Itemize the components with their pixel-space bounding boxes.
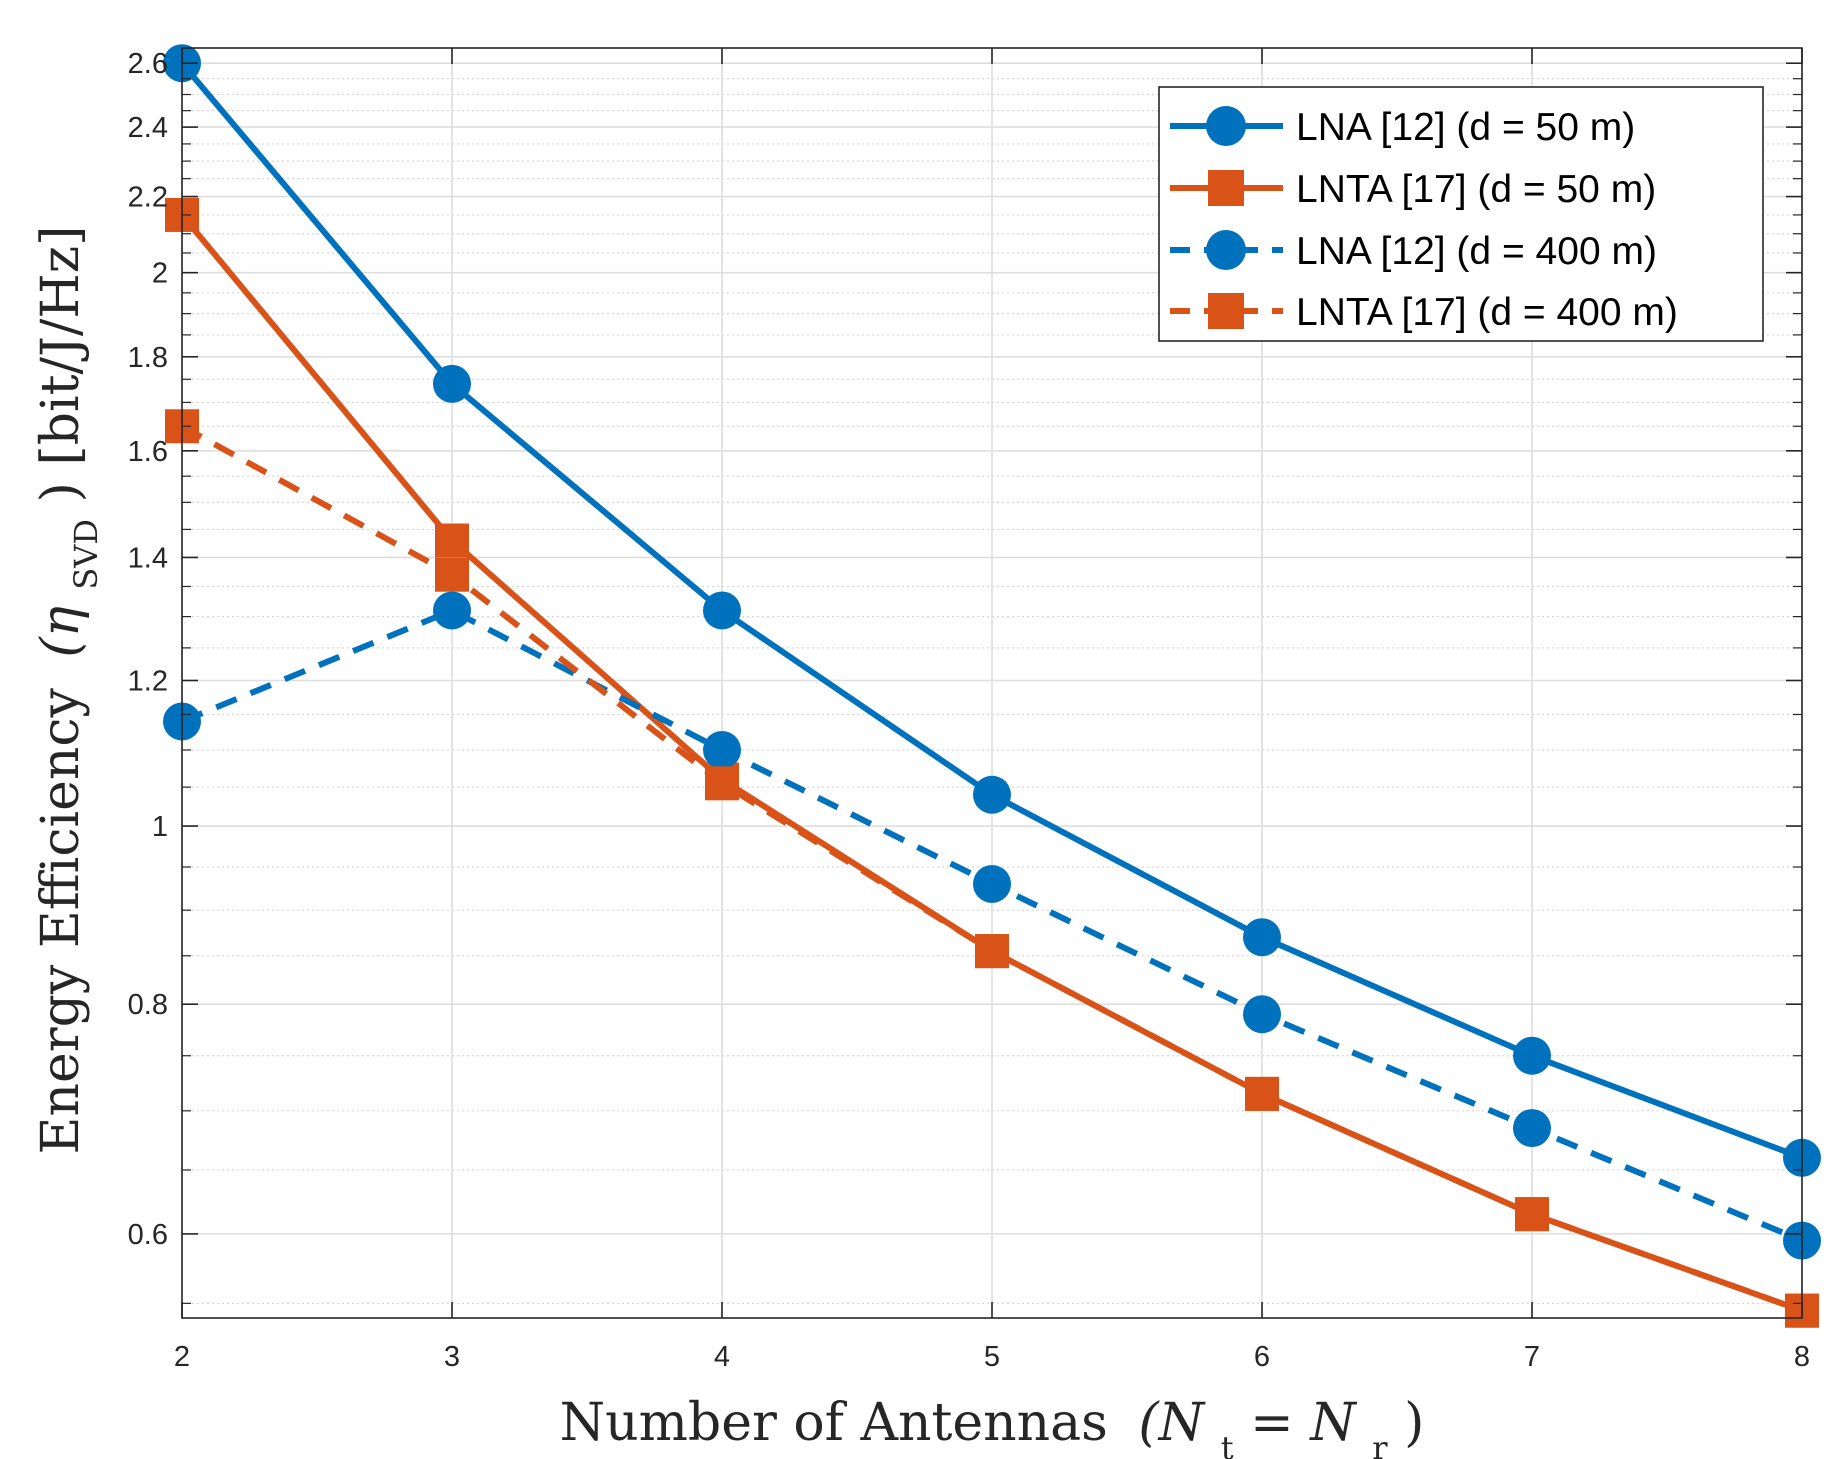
y-tick-label: 1.2 bbox=[128, 665, 168, 697]
data-point-2 bbox=[973, 864, 1011, 903]
data-point-3 bbox=[435, 557, 469, 592]
data-point-3 bbox=[705, 766, 739, 801]
legend-entry-1: LNTA [17] (d = 50 m) bbox=[1170, 168, 1656, 211]
y-axis-label-math: (η bbox=[31, 606, 91, 657]
x-tick-label: 4 bbox=[714, 1341, 730, 1373]
legend-box bbox=[1158, 86, 1764, 342]
series-layer bbox=[163, 44, 1821, 1328]
y-tick-label: 1.8 bbox=[128, 342, 168, 374]
y-tick-label: 1.6 bbox=[128, 436, 168, 468]
data-point-2 bbox=[433, 591, 471, 630]
legend-entry-2: LNA [12] (d = 400 m) bbox=[1170, 230, 1657, 273]
data-point-0 bbox=[1513, 1036, 1551, 1075]
data-point-0 bbox=[433, 364, 471, 403]
legend-entry-0: LNA [12] (d = 50 m) bbox=[1170, 106, 1635, 149]
x-tick-label: 3 bbox=[444, 1341, 460, 1373]
legend-label-0: LNA [12] (d = 50 m) bbox=[1296, 106, 1635, 149]
data-point-2 bbox=[1513, 1109, 1551, 1148]
legend-label-2: LNA [12] (d = 400 m) bbox=[1296, 230, 1657, 273]
legend-marker-0 bbox=[1206, 106, 1246, 146]
data-point-0 bbox=[973, 775, 1011, 814]
legend-entry-3: LNTA [17] (d = 400 m) bbox=[1170, 291, 1678, 334]
data-point-3 bbox=[975, 934, 1009, 969]
x-axis-label-sub2: r bbox=[1372, 1429, 1388, 1459]
data-point-0 bbox=[1243, 918, 1281, 957]
x-tick-label: 8 bbox=[1794, 1341, 1810, 1373]
y-tick-label: 1.4 bbox=[128, 542, 168, 574]
x-tick-label: 7 bbox=[1524, 1341, 1540, 1373]
legend-marker-2 bbox=[1206, 230, 1246, 270]
legend-label-3: LNTA [17] (d = 400 m) bbox=[1296, 291, 1678, 334]
x-axis-label-sub1: t bbox=[1221, 1429, 1234, 1459]
y-axis-label-main: Energy Efficiency bbox=[31, 688, 91, 1155]
x-axis-label-main: Number of Antennas bbox=[560, 1393, 1108, 1453]
y-tick-label: 0.8 bbox=[128, 989, 168, 1021]
legend-marker-1 bbox=[1208, 170, 1244, 206]
data-point-1 bbox=[435, 523, 469, 558]
legend-label-1: LNTA [17] (d = 50 m) bbox=[1296, 168, 1656, 211]
series-3 bbox=[165, 409, 1819, 1328]
x-tick-label: 6 bbox=[1254, 1341, 1270, 1373]
data-point-3 bbox=[1245, 1076, 1279, 1111]
y-tick-label: 2 bbox=[152, 258, 168, 290]
y-axis-label-close: ) [bit/J/Hz] bbox=[31, 226, 91, 503]
legend-marker-3 bbox=[1208, 293, 1244, 329]
x-axis-label-close: ) bbox=[1404, 1393, 1424, 1453]
y-tick-label: 1 bbox=[152, 811, 168, 843]
data-point-0 bbox=[703, 591, 741, 630]
tick-layer: 0.6 0.8 1 1.2 1.4 1.6 1.8 2 2.2 2.4 2.6 2 3 4 5 6 7 8 bbox=[128, 48, 1810, 1373]
x-axis-label-math: (N bbox=[1138, 1393, 1205, 1453]
data-point-2 bbox=[1243, 995, 1281, 1034]
data-point-2 bbox=[703, 730, 741, 769]
x-tick-label: 5 bbox=[984, 1341, 1000, 1373]
y-tick-label: 0.6 bbox=[128, 1219, 168, 1251]
y-tick-label: 2.6 bbox=[128, 48, 168, 80]
y-tick-label: 2.4 bbox=[128, 112, 168, 144]
y-tick-label: 2.2 bbox=[128, 182, 168, 214]
x-axis-label-eq: = N bbox=[1250, 1393, 1357, 1453]
legend: LNA [12] (d = 50 m) LNTA [17] (d = 50 m)… bbox=[1158, 86, 1764, 342]
x-tick-label: 2 bbox=[174, 1341, 190, 1373]
y-axis-label: Energy Efficiency (η SVD ) [bit/J/Hz] bbox=[31, 226, 105, 1155]
x-axis-label: Number of Antennas (N t = N r ) bbox=[560, 1393, 1425, 1459]
data-point-3 bbox=[1515, 1197, 1549, 1232]
y-axis-label-sub: SVD bbox=[67, 519, 105, 590]
